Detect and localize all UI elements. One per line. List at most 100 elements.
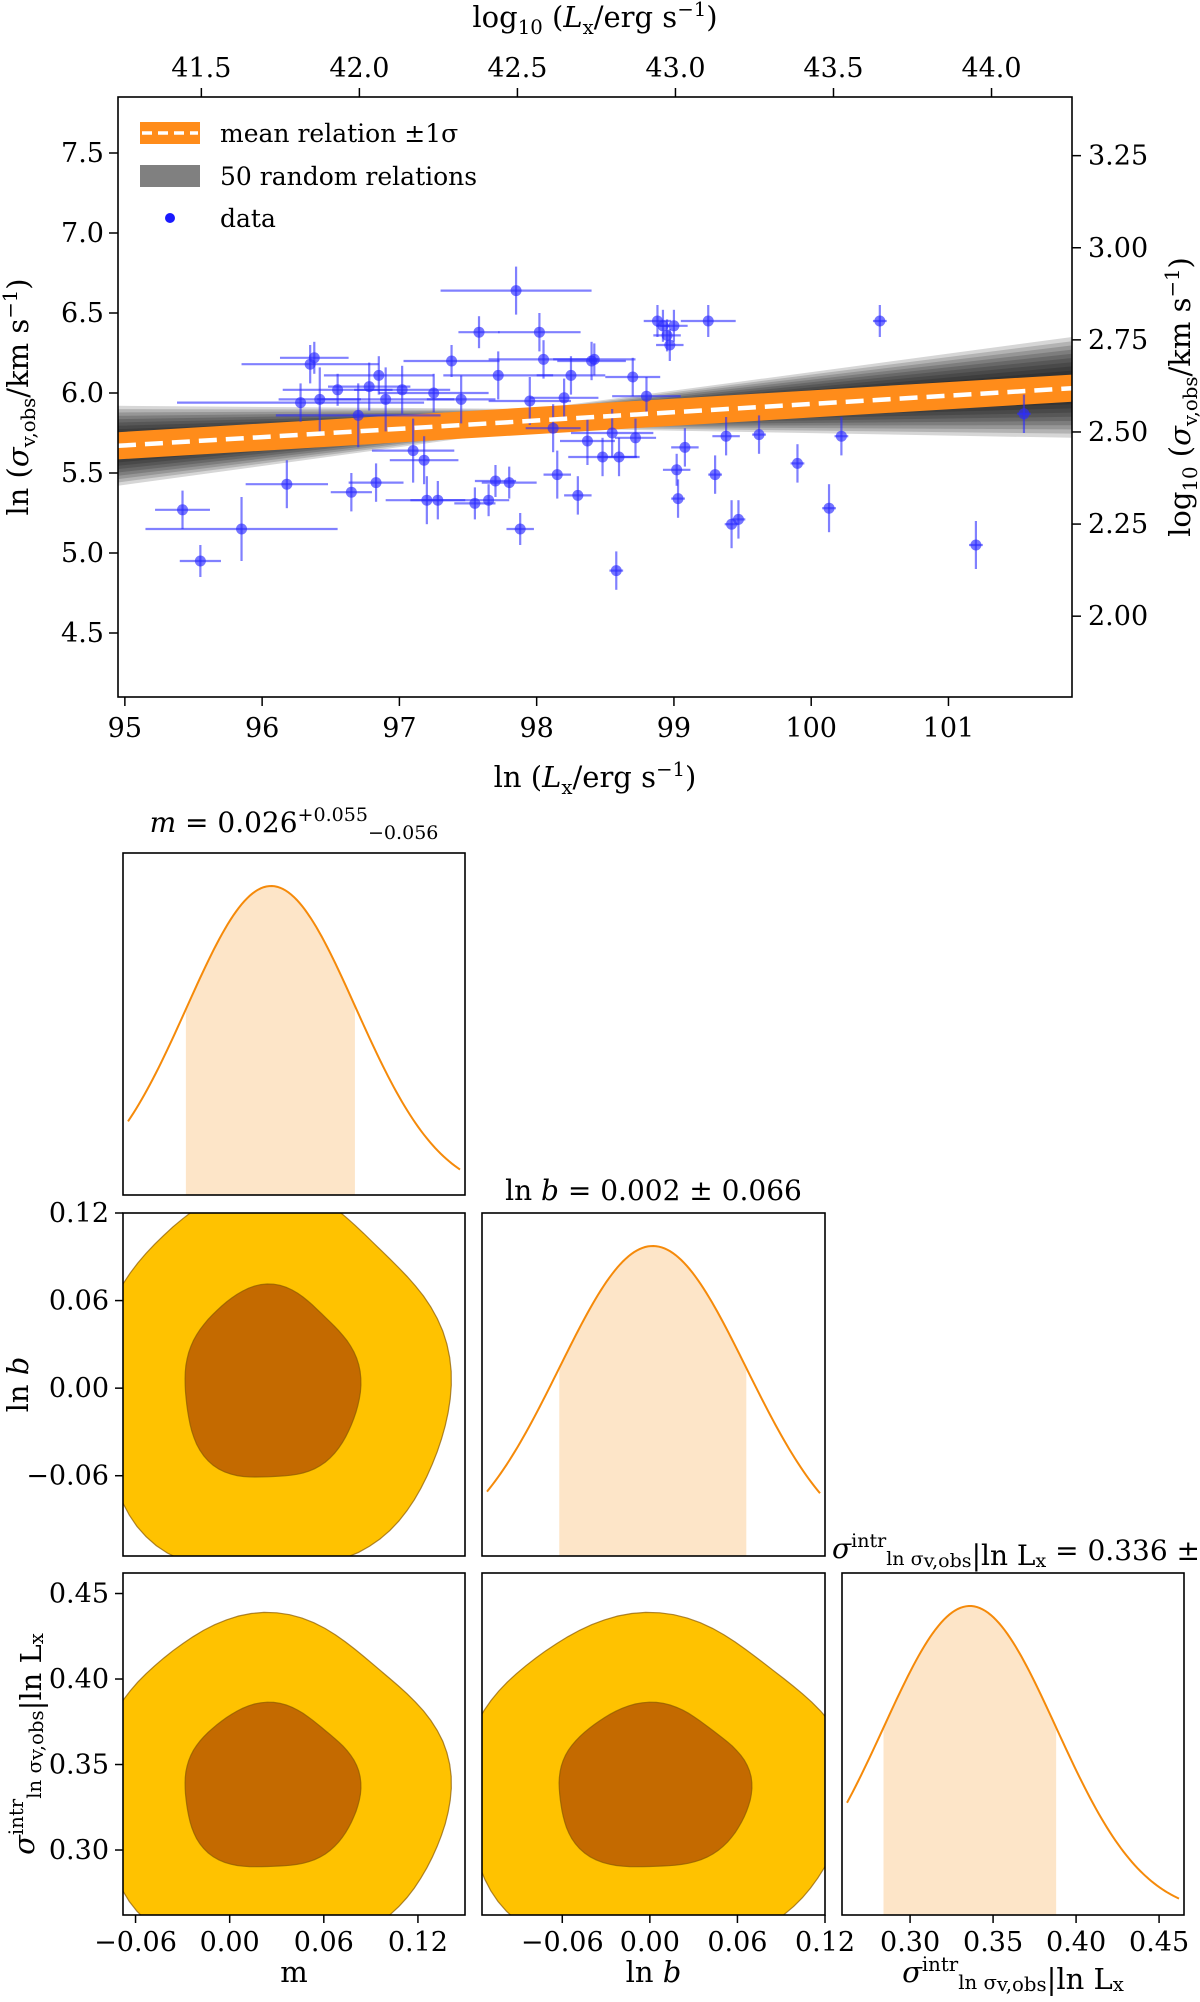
- marginal-m-title: m = 0.026+0.055−0.056: [150, 804, 439, 844]
- right-y-tick-label: 3.00: [1088, 233, 1148, 264]
- legend-swatch-data: [165, 213, 175, 223]
- x-axis-label-lnb: ln b: [626, 1955, 682, 1989]
- x-tick-label: 0.40: [1046, 1927, 1106, 1958]
- top-x-tick-label: 41.5: [171, 53, 231, 84]
- data-marker: [455, 393, 467, 405]
- x-tick-label: 98: [519, 713, 553, 744]
- top-x-axis-label: log10 (Lx/erg s−1): [472, 0, 717, 39]
- data-point: [543, 450, 571, 499]
- data-marker: [503, 477, 515, 489]
- posterior-curve: [127, 885, 461, 1171]
- data-point: [872, 305, 887, 337]
- data-point: [498, 313, 581, 352]
- data-marker: [1018, 408, 1030, 420]
- right-y-tick-label: 3.25: [1088, 141, 1148, 172]
- data-marker: [533, 326, 545, 338]
- y-axis-label-sigma: σintrln σv,obs|ln Lx: [5, 1633, 48, 1855]
- data-point: [245, 460, 329, 509]
- x-tick-label: 0.00: [200, 1927, 260, 1958]
- data-marker: [679, 441, 691, 453]
- data-marker: [671, 464, 683, 476]
- data-marker: [510, 285, 522, 297]
- data-point: [671, 428, 699, 467]
- data-point: [481, 466, 537, 499]
- data-point: [426, 375, 496, 424]
- data-marker: [236, 523, 248, 535]
- data-point: [403, 345, 500, 377]
- top-x-tick-label: 44.0: [961, 53, 1021, 84]
- y-tick-label: −0.06: [26, 1461, 109, 1492]
- data-marker: [565, 369, 577, 381]
- x-tick-label: 0.45: [1129, 1927, 1189, 1958]
- top-x-tick-label: 43.0: [645, 53, 705, 84]
- credible-interval-shade: [883, 1606, 1057, 1915]
- legend-label-mean: mean relation ±1σ: [220, 119, 458, 148]
- legend-swatch-mean: [140, 122, 200, 144]
- y-tick-label: 0.06: [49, 1286, 109, 1317]
- data-marker: [194, 555, 206, 567]
- data-marker: [373, 369, 385, 381]
- data-marker: [473, 326, 485, 338]
- data-marker: [753, 429, 765, 441]
- x-axis-label-m: m: [280, 1955, 308, 1989]
- posterior-curve: [486, 1245, 821, 1494]
- x-tick-label: 101: [923, 713, 975, 744]
- data-marker: [547, 422, 559, 434]
- data-point: [275, 383, 441, 448]
- data-point: [605, 357, 661, 397]
- data-point: [790, 444, 805, 483]
- y-axis-label: ln (σv,obs/km s−1): [0, 278, 40, 515]
- data-point: [279, 341, 349, 374]
- contour-sigma-vs-m: 0.30 0.35 0.40 0.45 −0.06 0.00 0.06 0.12 m σintrl…: [5, 1579, 452, 1989]
- data-marker: [538, 353, 550, 365]
- contour-lnb-vs-m-frame: [122, 1212, 466, 1557]
- contour-sigma-vs-lnb-frame: [481, 1572, 826, 1916]
- data-marker: [177, 504, 189, 516]
- data-point: [656, 329, 684, 361]
- data-marker: [823, 502, 835, 514]
- data-marker: [627, 371, 639, 383]
- data-marker: [352, 409, 364, 421]
- credible-interval-shade: [185, 886, 355, 1195]
- data-marker: [514, 523, 526, 535]
- posterior-curve: [846, 1605, 1180, 1900]
- y-tick-label: 7.5: [61, 138, 104, 169]
- y-tick-label: 5.5: [61, 458, 104, 489]
- x-tick-label: 0.12: [388, 1927, 448, 1958]
- data-point: [145, 497, 338, 561]
- data-point: [330, 473, 372, 512]
- marginal-sigma: σintrln σv,obs|ln Lx = 0.336 ± 0.052 0.30…: [832, 1530, 1200, 1996]
- marginal-lnb-title: ln b = 0.002 ± 0.066: [505, 1174, 802, 1207]
- top-x-tick-label: 43.5: [803, 53, 863, 84]
- marginal-m-frame: [122, 852, 466, 1196]
- data-point: [488, 377, 571, 425]
- data-marker: [446, 355, 458, 367]
- data-point: [179, 545, 221, 577]
- y-tick-label: 0.35: [49, 1750, 109, 1781]
- data-point: [348, 463, 404, 502]
- y-tick-label: 0.45: [49, 1579, 109, 1610]
- data-point: [155, 490, 210, 529]
- data-marker: [380, 393, 392, 405]
- right-y-tick-label: 2.50: [1088, 417, 1148, 448]
- data-point: [440, 266, 592, 315]
- data-marker: [661, 329, 673, 341]
- data-point: [389, 436, 459, 485]
- data-point: [969, 521, 983, 569]
- right-y-tick-label: 2.25: [1088, 509, 1148, 540]
- legend-label-data: data: [220, 204, 276, 233]
- main-plot: 95 96 97 98 99 100 101 4.5 5.0 5.5 6.0 6.5 7.0 7.5 41.…: [0, 0, 1200, 799]
- right-y-tick-label: 2.00: [1088, 601, 1148, 632]
- data-point: [708, 455, 722, 494]
- data-marker: [709, 469, 721, 481]
- data-marker: [345, 486, 357, 498]
- data-marker: [281, 478, 293, 490]
- data-point: [834, 417, 849, 456]
- data-marker: [791, 457, 803, 469]
- data-marker: [572, 489, 584, 501]
- x-tick-label: 0.35: [963, 1927, 1023, 1958]
- data-point: [609, 551, 624, 590]
- data-point: [752, 415, 766, 454]
- data-point: [564, 476, 592, 515]
- contour-sigma-vs-m-frame: [122, 1572, 466, 1916]
